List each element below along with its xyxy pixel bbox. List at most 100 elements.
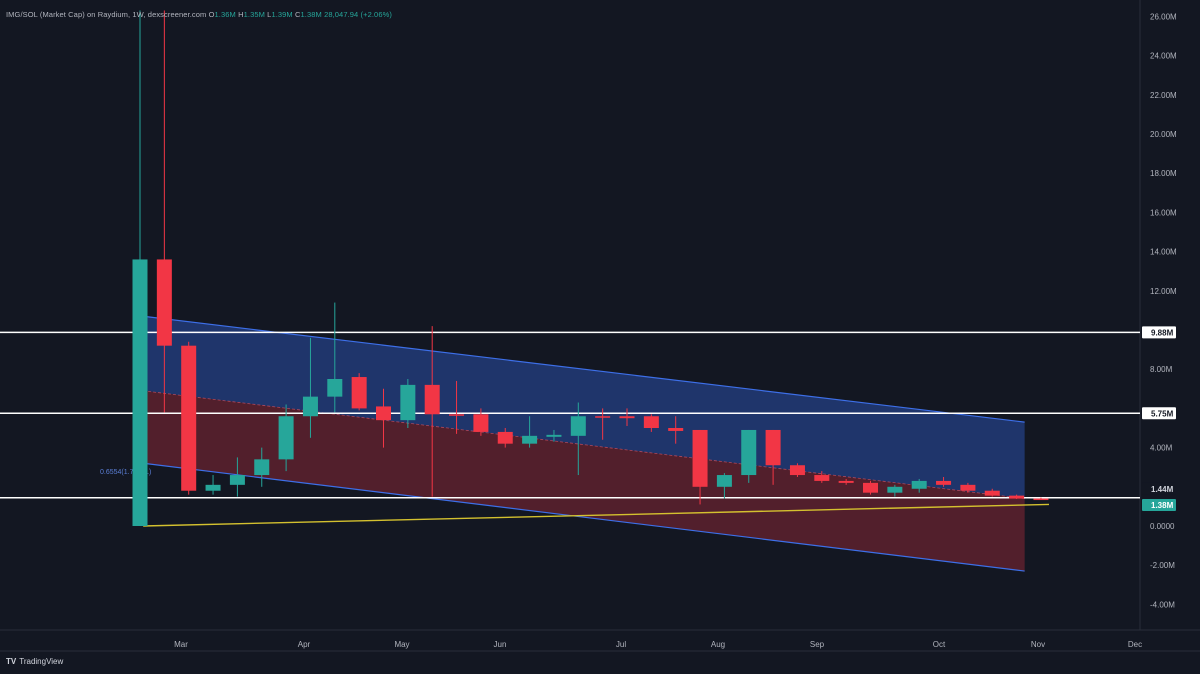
legend-open-label: O [208, 10, 215, 19]
x-tick-label: May [394, 640, 409, 649]
candle-body [668, 428, 684, 431]
legend-high-label: H [238, 10, 244, 19]
candle [643, 414, 659, 432]
candle-body [765, 429, 781, 466]
candle [278, 404, 294, 472]
candle-body [716, 475, 732, 487]
candle [789, 463, 805, 477]
candle [327, 302, 343, 413]
candle [1033, 497, 1049, 501]
candle [205, 475, 221, 495]
x-tick-label: Apr [298, 640, 311, 649]
candle-body [692, 429, 708, 487]
fib-level-label: 0.6554(1.78151) [100, 469, 151, 476]
candle-body [1033, 498, 1049, 501]
chart-legend: IMG/SOL (Market Cap) on Raydium, 1W, dex… [6, 10, 392, 19]
x-tick-label: Sep [810, 640, 825, 649]
channel-mid-line [143, 390, 1025, 499]
candle [449, 380, 465, 434]
candle-body [741, 429, 757, 476]
candle [887, 484, 903, 497]
candle-body [643, 416, 659, 428]
tradingview-footer[interactable]: TV TradingView [6, 657, 63, 666]
legend-close-label: C [294, 10, 301, 19]
channel-upper-zone [143, 316, 1025, 499]
y-tick-label: 0.0000 [1150, 522, 1175, 531]
y-tick-label: 22.00M [1150, 91, 1177, 100]
candle-body [497, 431, 513, 444]
price-tag-label: 5.75M [1151, 409, 1174, 418]
candle [716, 473, 732, 499]
legend-symbol: IMG/SOL (Market Cap) on Raydium, 1W, dex… [6, 10, 207, 19]
candle-body [376, 406, 391, 421]
candle [936, 477, 952, 487]
price-tag-bg [1142, 326, 1176, 339]
candle [181, 341, 197, 495]
y-tick-label: 14.00M [1150, 248, 1177, 257]
price-tag-bg [1142, 407, 1176, 420]
candle-body [984, 490, 1000, 496]
candle [351, 373, 367, 411]
x-tick-label: Jun [494, 640, 507, 649]
candle [302, 337, 318, 438]
candle [229, 457, 245, 497]
candle-body [156, 259, 172, 346]
candle [424, 326, 440, 497]
candle [595, 408, 611, 440]
y-tick-label: -2.00M [1150, 561, 1175, 570]
candle-body [838, 480, 854, 483]
candle-body [546, 434, 562, 437]
legend-close: 1.38M [300, 10, 322, 19]
candle [376, 388, 391, 448]
y-tick-label: -4.00M [1150, 600, 1175, 609]
candle-body [595, 416, 611, 418]
legend-open: 1.36M [214, 10, 236, 19]
candle-body [863, 482, 878, 493]
candle-body [205, 484, 221, 491]
yellow-trend-line [143, 503, 1050, 527]
price-tag-label: 1.38M [1151, 501, 1174, 510]
price-tag-bg [1142, 498, 1176, 511]
x-tick-label: Jul [616, 640, 626, 649]
candle-body [911, 480, 927, 489]
y-tick-label: 26.00M [1150, 12, 1177, 21]
candle [570, 402, 586, 476]
y-tick-label: 20.00M [1150, 130, 1177, 139]
candle-body [351, 377, 367, 409]
candle [1009, 494, 1025, 499]
legend-low: 1.39M [271, 10, 293, 19]
candle [156, 10, 172, 413]
candle [522, 416, 538, 448]
candle-body [449, 414, 465, 416]
candle [765, 429, 781, 485]
candle [546, 429, 562, 442]
x-tick-label: Dec [1128, 640, 1142, 649]
candle-body [229, 475, 245, 485]
price-tag-label: 9.88M [1151, 328, 1174, 337]
candle-body [327, 379, 343, 397]
candle [254, 447, 270, 487]
y-tick-label: 8.00M [1150, 365, 1173, 374]
candle [863, 480, 878, 495]
candle-body [522, 435, 538, 444]
candle [838, 478, 854, 485]
candle [960, 482, 976, 493]
candle [668, 416, 684, 444]
candle [400, 379, 416, 428]
candle-body [181, 345, 197, 491]
x-tick-label: Oct [933, 640, 946, 649]
y-tick-label: 16.00M [1150, 208, 1177, 217]
price-tag-label: 1.44M [1151, 485, 1174, 494]
price-tag-bg [1142, 482, 1176, 495]
candle-body [814, 475, 830, 481]
tradingview-brand: TradingView [19, 657, 64, 666]
legend-change: 28,047.94 (+2.06%) [324, 10, 392, 19]
candle-body [936, 480, 952, 485]
candle [741, 429, 757, 483]
candle-body [302, 396, 318, 417]
legend-high: 1.35M [243, 10, 265, 19]
candle-body [570, 416, 586, 436]
candle-body [400, 384, 416, 421]
x-tick-label: Aug [711, 640, 725, 649]
